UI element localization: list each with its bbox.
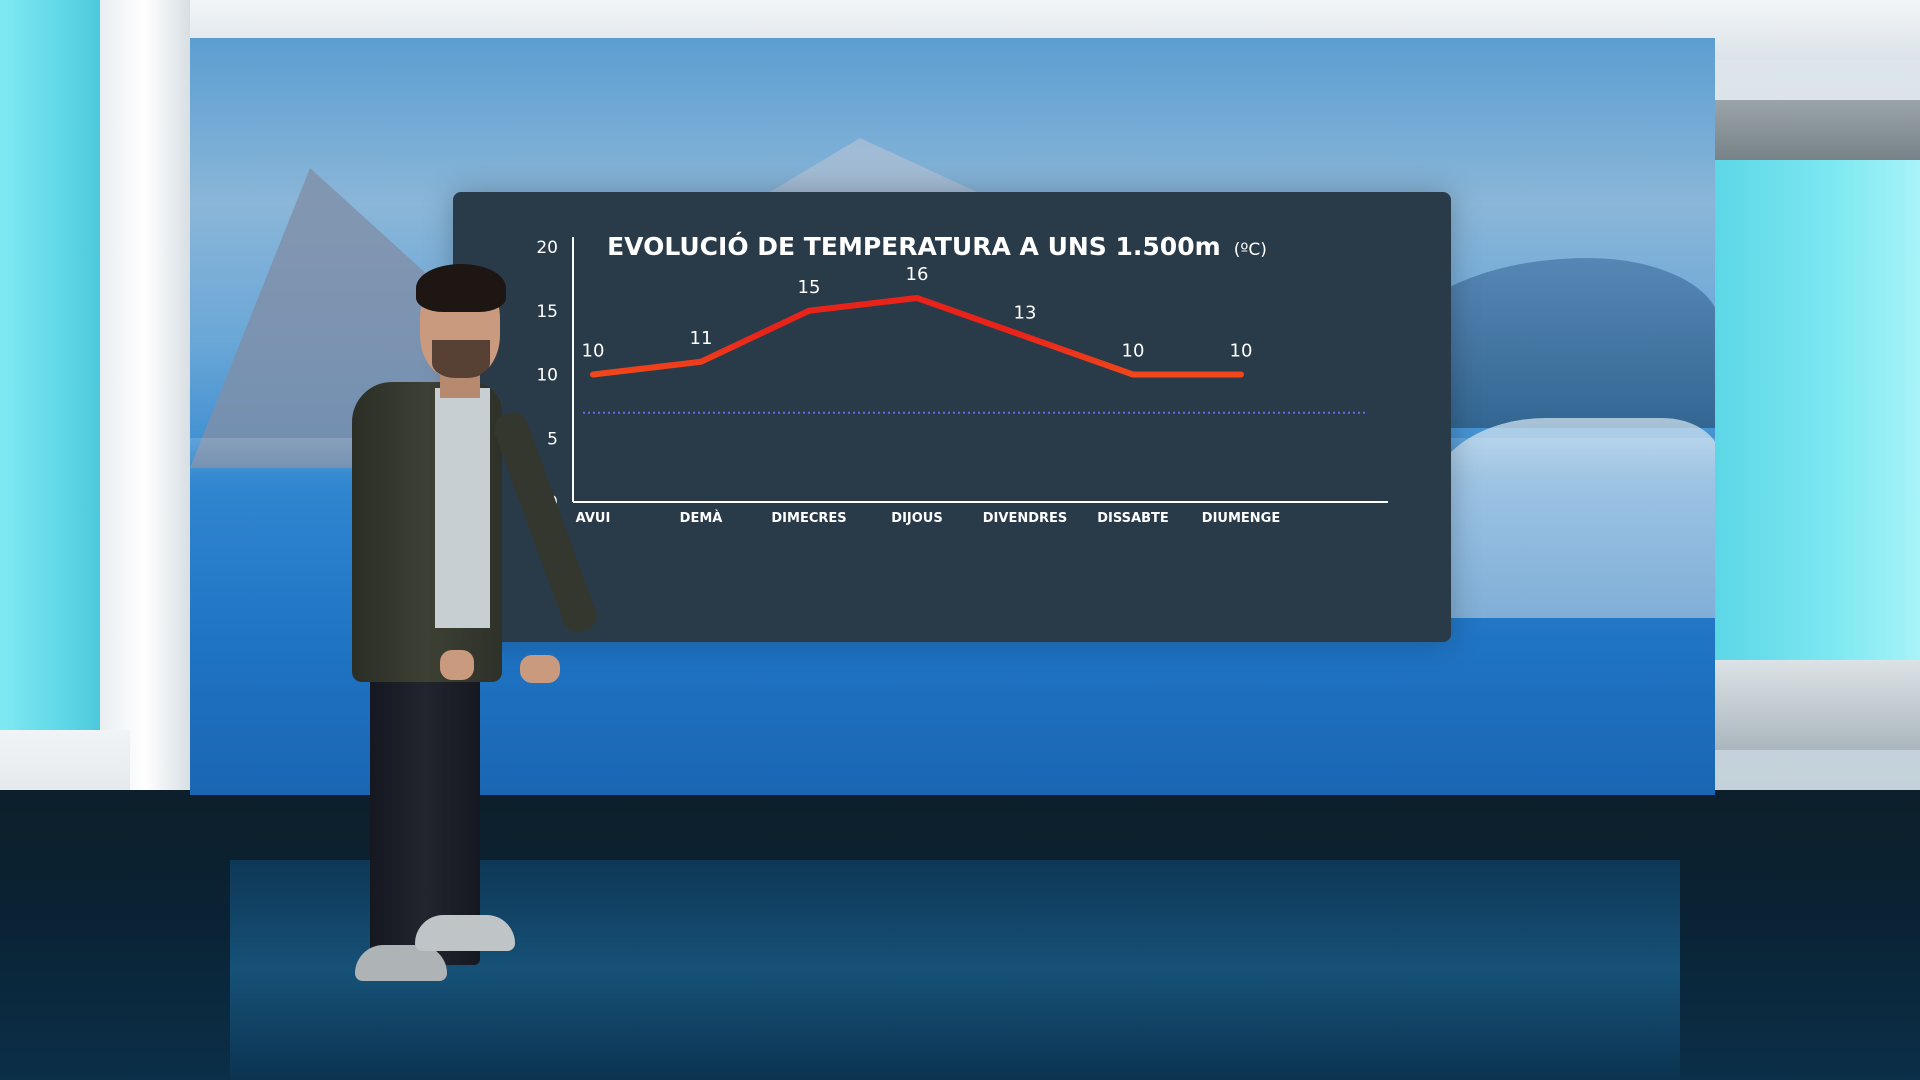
y-tick-label: 15 bbox=[536, 302, 558, 322]
presenter-hand bbox=[440, 650, 474, 680]
weather-presenter bbox=[340, 264, 601, 1000]
data-label: 10 bbox=[582, 341, 605, 362]
chart-title-text: EVOLUCIÓ DE TEMPERATURA A UNS 1.500m bbox=[607, 231, 1221, 261]
y-tick-label: 20 bbox=[536, 238, 558, 258]
x-tick-label: DIMECRES bbox=[771, 511, 846, 526]
presenter-shoe bbox=[415, 915, 515, 951]
data-label: 11 bbox=[690, 328, 713, 349]
data-label: 10 bbox=[1122, 341, 1145, 362]
presenter-shoe bbox=[355, 945, 447, 981]
presenter-beard bbox=[432, 340, 490, 378]
chart-title-unit: (ºC) bbox=[1234, 240, 1267, 260]
y-tick-label: 5 bbox=[547, 429, 558, 449]
data-label: 13 bbox=[1014, 302, 1037, 323]
chart-panel: EVOLUCIÓ DE TEMPERATURA A UNS 1.500m (ºC… bbox=[453, 192, 1451, 642]
data-label: 15 bbox=[798, 277, 821, 298]
temperature-line bbox=[590, 295, 1244, 378]
presenter-shirt bbox=[435, 388, 490, 628]
data-label: 16 bbox=[906, 264, 929, 285]
x-tick-label: DIJOUS bbox=[891, 511, 942, 526]
studio-wall-right-low bbox=[1690, 660, 1920, 750]
studio-wall-right bbox=[1690, 160, 1920, 690]
presenter-hair bbox=[416, 264, 506, 312]
studio-wall-left bbox=[0, 0, 110, 740]
chart-title: EVOLUCIÓ DE TEMPERATURA A UNS 1.500m (ºC… bbox=[607, 231, 1267, 261]
x-tick-label: DIUMENGE bbox=[1202, 511, 1280, 526]
x-tick-label: DIVENDRES bbox=[983, 511, 1068, 526]
x-tick-label: AVUI bbox=[576, 511, 611, 526]
y-tick-label: 10 bbox=[536, 366, 558, 386]
x-tick-label: DEMÀ bbox=[680, 510, 723, 526]
x-tick-label: DISSABTE bbox=[1097, 511, 1169, 526]
data-label: 10 bbox=[1230, 341, 1253, 362]
temperature-chart: EVOLUCIÓ DE TEMPERATURA A UNS 1.500m (ºC… bbox=[536, 231, 1388, 526]
background-shore bbox=[1430, 418, 1715, 618]
presenter-pointing-hand bbox=[520, 655, 560, 683]
